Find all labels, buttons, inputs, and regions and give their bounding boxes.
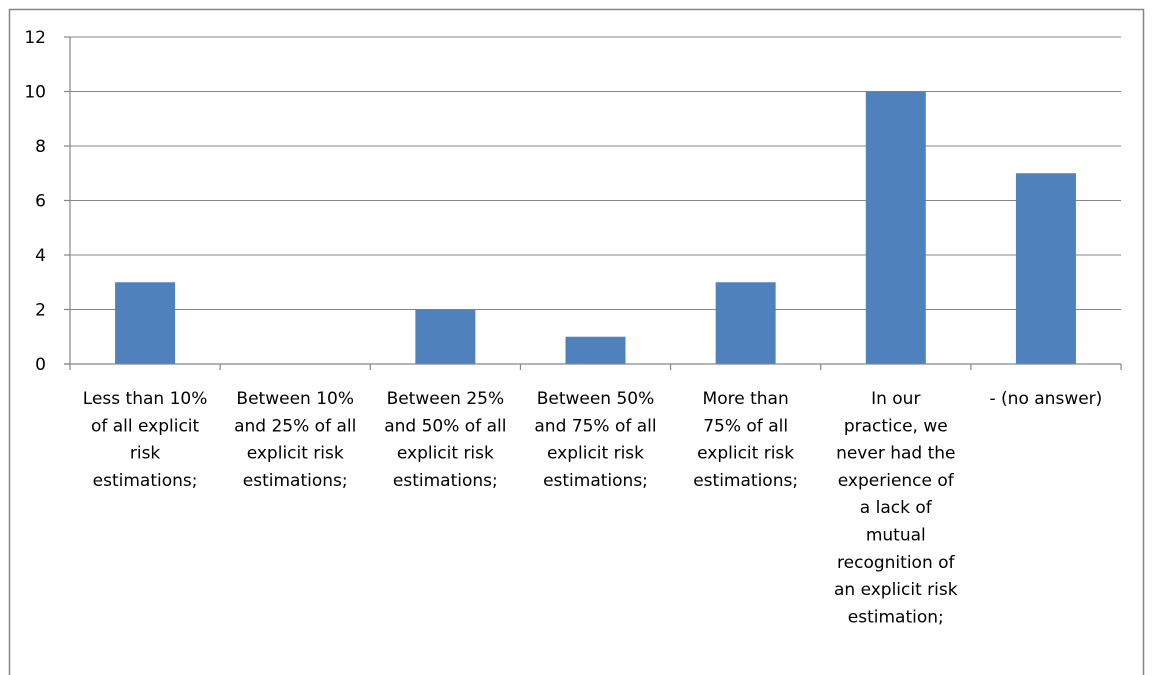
bar: [1015, 173, 1076, 364]
category-label-line: and 75% of all: [534, 416, 656, 436]
category-label-line: and 50% of all: [384, 416, 506, 436]
category-label-line: More than: [703, 389, 789, 409]
category-label: More than 75% of all explicit risk estimati…: [693, 389, 798, 491]
category-label-line: estimations;: [93, 471, 198, 491]
category-label: Between 50% and 75% of all explicit risk es…: [534, 389, 656, 491]
category-label-line: estimations;: [393, 471, 498, 491]
category-label-line: and 25% of all: [234, 416, 356, 436]
y-tick-label: 4: [35, 246, 46, 266]
category-label-line: - (no answer): [990, 389, 1103, 409]
category-label-line: 75% of all: [703, 416, 788, 436]
bar: [565, 336, 626, 364]
y-tick-label: 10: [24, 83, 46, 103]
bar: [115, 282, 176, 364]
category-label-line: estimations;: [693, 471, 798, 491]
category-label-line: In our: [871, 389, 920, 409]
category-label-line: experience of: [838, 471, 955, 491]
category-label: In our practice, we never had the experienc…: [834, 389, 958, 627]
category-label-line: explicit risk: [397, 444, 494, 464]
chart-outer-border: [8, 8, 1145, 675]
category-label-line: an explicit risk: [834, 580, 958, 600]
category-labels: Less than 10% of all explicit risk estimati…: [83, 389, 1103, 627]
axes: [64, 36, 1122, 370]
category-label-line: a lack of: [860, 498, 933, 518]
category-label-line: explicit risk: [697, 444, 794, 464]
category-label-line: explicit risk: [247, 444, 344, 464]
category-label: Less than 10% of all explicit risk estimati…: [83, 389, 208, 491]
category-label-line: of all explicit: [91, 416, 200, 436]
y-tick-label: 8: [35, 137, 46, 157]
category-label: - (no answer): [990, 389, 1103, 409]
category-label-line: estimations;: [243, 471, 348, 491]
bars: [115, 91, 1076, 364]
y-tick-label: 0: [35, 355, 46, 375]
category-label-line: risk: [130, 444, 161, 464]
category-label-line: never had the: [836, 444, 955, 464]
category-label-line: recognition of: [837, 553, 955, 573]
category-label-line: estimations;: [543, 471, 648, 491]
bar: [415, 309, 476, 364]
category-label-line: explicit risk: [547, 444, 644, 464]
chart-border: [8, 8, 1145, 675]
category-label-line: Between 50%: [537, 389, 655, 409]
category-label: Between 10% and 25% of all explicit risk es…: [234, 389, 356, 491]
category-label-line: mutual: [866, 526, 926, 546]
gridlines: [64, 36, 1121, 310]
category-label-line: Between 25%: [387, 389, 505, 409]
y-tick-label: 6: [35, 192, 46, 212]
category-label-line: Between 10%: [236, 389, 354, 409]
category-label-line: Less than 10%: [83, 389, 208, 409]
category-label-line: practice, we: [844, 416, 948, 436]
y-tick-label: 2: [35, 301, 46, 321]
bar: [715, 282, 776, 364]
bar: [865, 91, 926, 364]
category-label: Between 25% and 50% of all explicit risk es…: [384, 389, 506, 491]
y-tick-label: 12: [24, 28, 46, 48]
y-tick-labels: 0 2 4 6 8 10 12: [24, 28, 46, 375]
category-label-line: estimation;: [848, 607, 944, 627]
